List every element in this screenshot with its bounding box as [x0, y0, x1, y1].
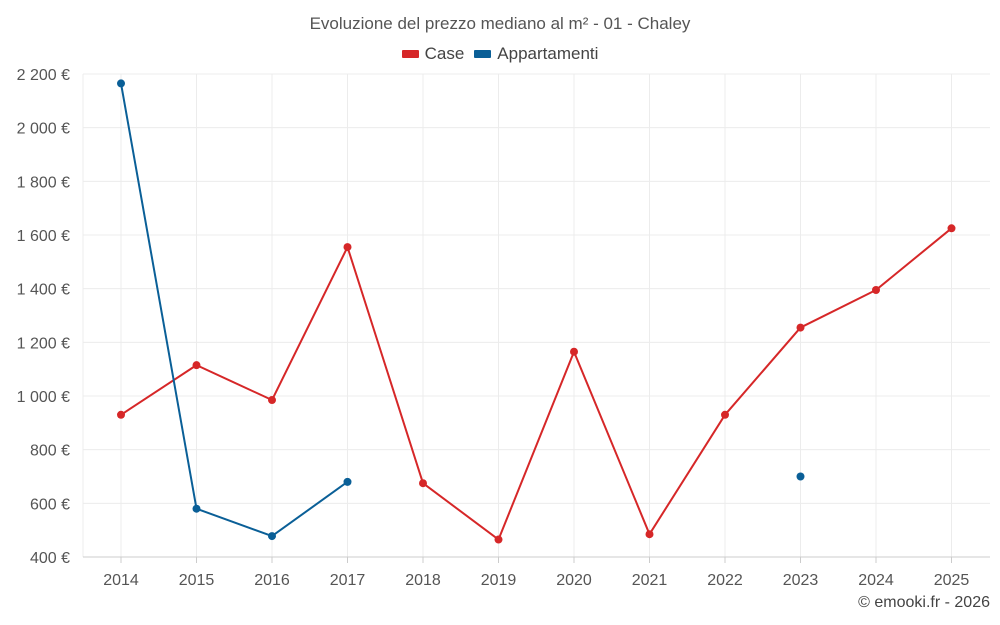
series-case [117, 224, 956, 544]
data-point-case [645, 530, 654, 539]
series-line-case [120, 227, 953, 541]
legend: Case Appartamenti [0, 44, 1000, 64]
x-tick-label: 2017 [330, 572, 366, 589]
series-appartamenti [117, 79, 805, 541]
y-tick-label: 1 400 € [17, 282, 70, 299]
x-tick-label: 2022 [707, 572, 743, 589]
y-tick-label: 1 800 € [17, 174, 70, 191]
data-point-appartamenti [268, 532, 276, 541]
y-tick-label: 1 600 € [17, 228, 70, 245]
data-point-case [494, 535, 503, 544]
y-tick-label: 600 € [30, 496, 70, 513]
x-tick-label: 2020 [556, 572, 592, 589]
y-tick-label: 400 € [30, 550, 70, 567]
x-tick-label: 2015 [179, 572, 215, 589]
x-tick-label: 2025 [934, 572, 970, 589]
grid [82, 73, 990, 557]
y-tick-label: 2 200 € [17, 67, 70, 84]
axes: 400 € 600 € 800 € 1 000 € 1 200 € 1 400 € 1 60… [17, 67, 990, 589]
series-line-appartamenti [120, 82, 349, 538]
y-tick-label: 1 000 € [17, 389, 70, 406]
data-point-case [268, 396, 276, 405]
x-tick-label: 2018 [405, 572, 441, 589]
data-point-appartamenti [796, 472, 805, 481]
x-tick-label: 2014 [103, 572, 139, 589]
x-tick-label: 2019 [481, 572, 517, 589]
data-point-appartamenti [117, 79, 125, 88]
data-point-case [419, 479, 427, 488]
data-point-appartamenti [343, 477, 352, 486]
chart-title: Evoluzione del prezzo mediano al m² - 01… [309, 14, 691, 33]
data-point-case [872, 286, 880, 295]
legend-item-case[interactable]: Case [401, 44, 465, 64]
legend-item-appartamenti[interactable]: Appartamenti [474, 44, 598, 64]
data-point-case [570, 347, 578, 356]
y-tick-label: 800 € [30, 443, 70, 460]
y-tick-label: 2 000 € [17, 121, 70, 138]
y-tick-label: 1 200 € [17, 335, 70, 352]
data-point-case [117, 410, 125, 419]
legend-swatch-appartamenti [474, 50, 492, 58]
series-layer [117, 79, 956, 544]
data-point-case [192, 361, 201, 370]
data-point-appartamenti [192, 504, 201, 513]
x-tick-label: 2024 [858, 572, 894, 589]
data-point-case [343, 243, 352, 252]
x-tick-label: 2021 [632, 572, 668, 589]
x-tick-label: 2016 [254, 572, 290, 589]
credit-text: © emooki.fr - 2026 [858, 594, 990, 611]
legend-label-appartamenti: Appartamenti [497, 44, 599, 63]
legend-swatch-case [401, 50, 419, 58]
data-point-case [721, 410, 729, 419]
x-tick-label: 2023 [783, 572, 819, 589]
data-point-case [796, 323, 805, 332]
data-point-case [947, 224, 956, 233]
legend-label-case: Case [424, 44, 465, 63]
